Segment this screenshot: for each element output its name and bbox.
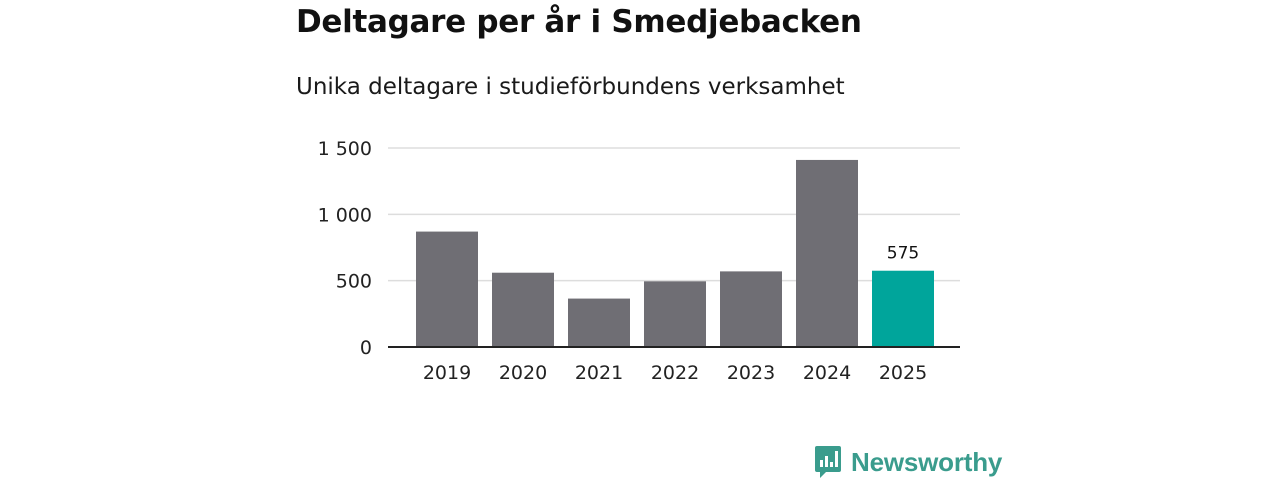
x-axis-ticks: 2019 2020 2021 2022 2023 2024 2025 — [423, 362, 927, 384]
y-tick-label-0: 0 — [360, 337, 372, 359]
newsworthy-logo-icon — [815, 446, 841, 478]
x-tick-label-2020: 2020 — [499, 362, 547, 384]
data-labels: 575 — [887, 244, 919, 264]
chart-subtitle: Unika deltagare i studieförbundens verks… — [296, 74, 845, 100]
y-tick-label-500: 500 — [336, 271, 372, 293]
bar-2024 — [796, 159, 858, 347]
y-tick-label-1500: 1 500 — [318, 138, 372, 160]
y-axis-ticks: 0 500 1 000 1 500 — [318, 138, 372, 359]
bar-2025 — [872, 270, 934, 347]
bar-2022 — [644, 281, 706, 347]
gridlines — [388, 147, 960, 282]
x-tick-label-2019: 2019 — [423, 362, 471, 384]
bar-2020 — [492, 272, 554, 347]
data-label-2025: 575 — [887, 244, 919, 264]
x-tick-label-2024: 2024 — [803, 362, 851, 384]
brand-name: Newsworthy — [851, 446, 1003, 477]
bar-2021 — [568, 298, 630, 347]
bar-2023 — [720, 271, 782, 347]
newsworthy-brand: Newsworthy — [814, 444, 1002, 480]
y-tick-label-1000: 1 000 — [318, 204, 372, 226]
x-tick-label-2025: 2025 — [879, 362, 927, 384]
x-tick-label-2021: 2021 — [575, 362, 623, 384]
bar-2019 — [416, 231, 478, 347]
x-tick-label-2023: 2023 — [727, 362, 775, 384]
x-tick-label-2022: 2022 — [651, 362, 699, 384]
chart-title: Deltagare per år i Smedjebacken — [296, 4, 862, 40]
bars — [416, 159, 934, 347]
